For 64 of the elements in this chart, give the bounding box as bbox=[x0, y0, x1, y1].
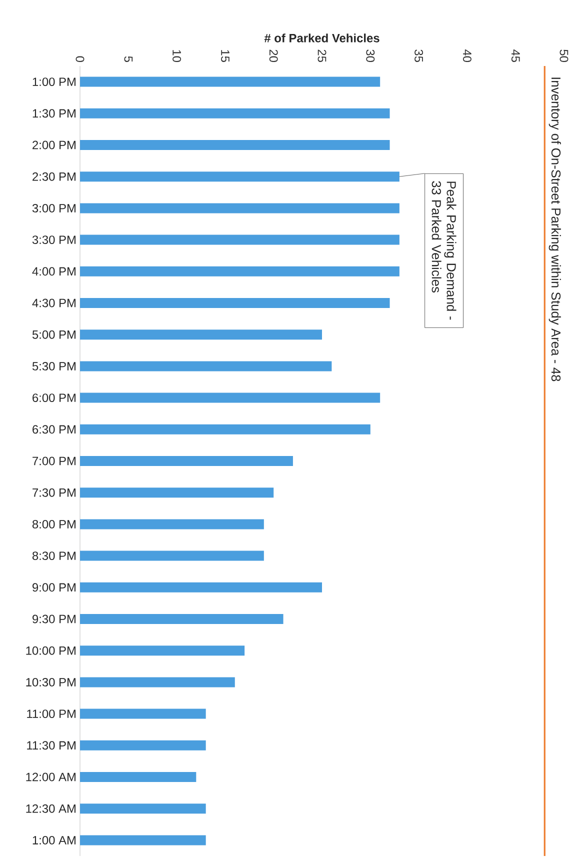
bar bbox=[80, 804, 206, 814]
bar bbox=[80, 266, 400, 276]
y-tick-label: 2:30 PM bbox=[32, 172, 76, 181]
y-tick-label: 7:30 PM bbox=[32, 488, 76, 497]
bar bbox=[80, 424, 370, 434]
y-tick-label: 6:00 PM bbox=[32, 394, 76, 402]
bar bbox=[80, 835, 206, 846]
bar bbox=[80, 740, 206, 750]
bar bbox=[80, 76, 380, 87]
y-tick-label: 11:00 PM bbox=[27, 710, 76, 718]
y-tick-label: 1:00 PM bbox=[32, 78, 76, 86]
x-tick-label: 10 bbox=[172, 50, 182, 62]
y-tick-label: 8:30 PM bbox=[32, 552, 76, 560]
x-axis-title: # of Parked Vehicles bbox=[264, 34, 380, 42]
y-tick-label: 3:00 PM bbox=[32, 204, 76, 212]
y-tick-label: 8:00 PM bbox=[32, 520, 76, 528]
y-tick-label: 2:00 PM bbox=[32, 140, 76, 150]
ref-line-label: Inventory of On-Street Parking within Study Area - 48 bbox=[548, 78, 561, 382]
x-tick-label: 15 bbox=[221, 50, 230, 62]
y-tick-label: 5:00 PM bbox=[32, 330, 76, 339]
bar bbox=[80, 234, 400, 245]
bar bbox=[80, 519, 264, 530]
bar bbox=[80, 456, 293, 466]
y-tick-label: 10:30 PM bbox=[26, 678, 76, 686]
y-tick-label: 11:30 PM bbox=[27, 741, 76, 750]
x-tick-label: 50 bbox=[560, 50, 568, 62]
y-tick-label: 5:30 PM bbox=[32, 362, 76, 370]
bar bbox=[80, 361, 332, 372]
x-tick-label: 25 bbox=[318, 50, 326, 62]
bar bbox=[80, 708, 206, 719]
y-tick-label: 7:00 PM bbox=[32, 456, 76, 466]
y-tick-label: 10:00 PM bbox=[26, 646, 76, 655]
y-tick-label: 9:00 PM bbox=[32, 583, 76, 592]
bar bbox=[80, 550, 264, 561]
x-tick-label: 45 bbox=[511, 49, 520, 62]
y-tick-label: 3:30 PM bbox=[32, 236, 76, 244]
bar bbox=[80, 677, 235, 688]
annotation: Peak Parking Demand - 33 Parked Vehicles bbox=[432, 181, 456, 320]
y-tick-label: 4:30 PM bbox=[32, 298, 76, 308]
bar bbox=[80, 614, 284, 624]
y-tick-label: 9:30 PM bbox=[32, 614, 76, 624]
y-tick-label: 6:30 PM bbox=[32, 425, 76, 434]
x-tick-label: 40 bbox=[462, 49, 472, 62]
bar bbox=[80, 330, 322, 340]
x-tick-label: 20 bbox=[269, 50, 278, 62]
bar bbox=[80, 108, 390, 118]
y-tick-label: 4:00 PM bbox=[32, 267, 76, 276]
bar bbox=[80, 646, 245, 656]
x-tick-label: 35 bbox=[414, 50, 424, 62]
x-tick-label: 5 bbox=[124, 56, 133, 62]
bar bbox=[80, 392, 380, 403]
y-tick-label: 1:00 AM bbox=[32, 836, 76, 844]
bar bbox=[80, 140, 390, 150]
y-tick-label: 1:30 PM bbox=[32, 109, 76, 118]
bar bbox=[80, 582, 322, 592]
bar bbox=[80, 298, 390, 308]
y-tick-label: 12:30 AM bbox=[26, 804, 76, 813]
bar bbox=[80, 772, 196, 782]
y-tick-label: 12:00 AM bbox=[26, 772, 76, 782]
bar bbox=[80, 488, 274, 498]
x-tick-label: 0 bbox=[76, 56, 84, 62]
x-tick-label: 30 bbox=[366, 50, 375, 62]
bar bbox=[80, 172, 400, 182]
bar bbox=[80, 203, 400, 214]
